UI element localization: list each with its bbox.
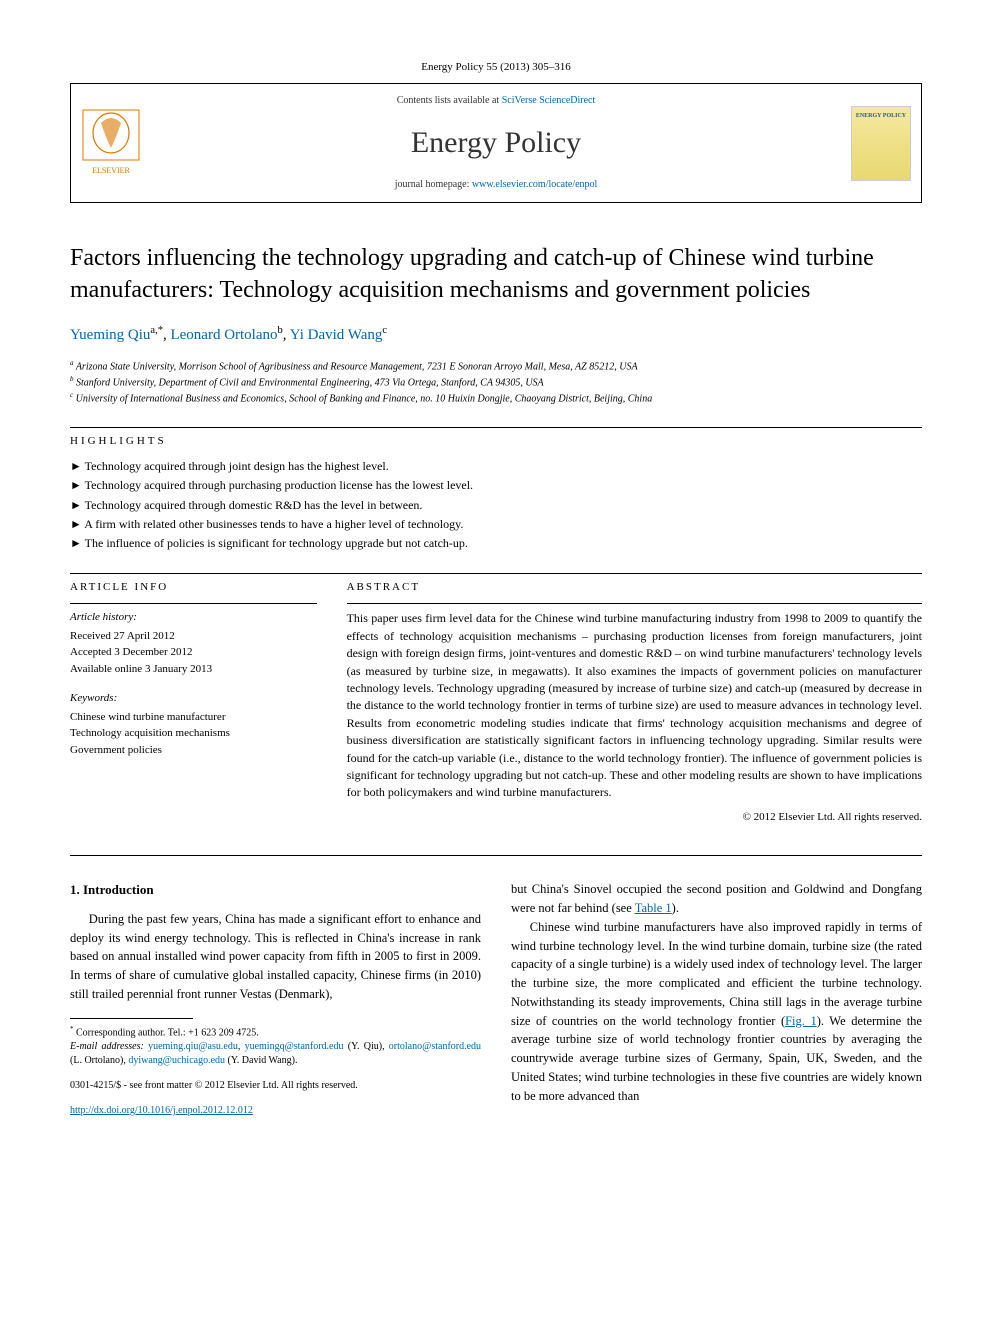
history-line: Accepted 3 December 2012 (70, 644, 317, 661)
highlights-block: Technology acquired through joint design… (70, 457, 922, 553)
email-link[interactable]: yuemingq@stanford.edu (245, 1041, 344, 1052)
footnote-block: * Corresponding author. Tel.: +1 623 209… (70, 1018, 481, 1118)
history-heading: Article history: (70, 610, 317, 625)
table-1-link[interactable]: Table 1 (635, 901, 672, 915)
footnotes: * Corresponding author. Tel.: +1 623 209… (70, 1025, 481, 1068)
journal-header: ELSEVIER Contents lists available at Sci… (70, 83, 922, 203)
affiliation-b: b Stanford University, Department of Civ… (70, 374, 922, 390)
article-title: Factors influencing the technology upgra… (70, 243, 922, 305)
journal-name: Energy Policy (171, 122, 821, 164)
fig-1-link[interactable]: Fig. 1 (785, 1014, 817, 1028)
doi-link[interactable]: http://dx.doi.org/10.1016/j.enpol.2012.1… (70, 1105, 253, 1116)
rule (70, 573, 922, 574)
issn-line: 0301-4215/$ - see front matter © 2012 El… (70, 1078, 481, 1093)
header-center: Contents lists available at SciVerse Sci… (151, 84, 841, 202)
contents-line: Contents lists available at SciVerse Sci… (171, 94, 821, 108)
keyword: Government policies (70, 742, 317, 759)
highlight-item: The influence of policies is significant… (70, 534, 922, 553)
corresponding-note: * Corresponding author. Tel.: +1 623 209… (70, 1025, 481, 1040)
history-line: Available online 3 January 2013 (70, 661, 317, 678)
keywords-heading: Keywords: (70, 691, 317, 706)
elsevier-logo: ELSEVIER (81, 108, 141, 178)
article-info-label: article info (70, 580, 317, 595)
article-history: Article history: Received 27 April 2012 … (70, 610, 317, 677)
abstract-label: abstract (347, 580, 922, 595)
sciencedirect-link[interactable]: SciVerse ScienceDirect (502, 95, 596, 106)
info-abstract-row: article info Article history: Received 2… (70, 580, 922, 825)
email-link[interactable]: dyiwang@uchicago.edu (128, 1055, 225, 1066)
publisher-logo-cell: ELSEVIER (71, 84, 151, 202)
page-container: Energy Policy 55 (2013) 305–316 ELSEVIER… (0, 0, 992, 1158)
homepage-line: journal homepage: www.elsevier.com/locat… (171, 178, 821, 192)
body-columns: 1. Introduction During the past few year… (70, 880, 922, 1118)
intro-para-3: Chinese wind turbine manufacturers have … (511, 918, 922, 1106)
keyword: Technology acquisition mechanisms (70, 725, 317, 742)
rule (70, 603, 317, 604)
homepage-link[interactable]: www.elsevier.com/locate/enpol (472, 179, 597, 190)
affiliations: a Arizona State University, Morrison Sch… (70, 358, 922, 407)
keyword: Chinese wind turbine manufacturer (70, 709, 317, 726)
highlight-item: Technology acquired through joint design… (70, 457, 922, 476)
abstract-text: This paper uses firm level data for the … (347, 610, 922, 801)
author-2[interactable]: Leonard Ortolano (170, 327, 277, 343)
journal-cover-text: ENERGY POLICY (856, 113, 906, 120)
email-link[interactable]: ortolano@stanford.edu (389, 1041, 481, 1052)
intro-para-1: During the past few years, China has mad… (70, 910, 481, 1004)
rule (70, 855, 922, 856)
article-info-col: article info Article history: Received 2… (70, 580, 317, 825)
contents-prefix: Contents lists available at (397, 95, 502, 106)
copyright-line: © 2012 Elsevier Ltd. All rights reserved… (347, 810, 922, 825)
rule (70, 427, 922, 428)
affiliation-c: c University of International Business a… (70, 390, 922, 406)
highlight-item: A firm with related other businesses ten… (70, 515, 922, 534)
highlight-item: Technology acquired through purchasing p… (70, 476, 922, 495)
footnote-rule (70, 1018, 193, 1019)
intro-para-2: but China's Sinovel occupied the second … (511, 880, 922, 918)
affiliation-a: a Arizona State University, Morrison Sch… (70, 358, 922, 374)
doi-line: http://dx.doi.org/10.1016/j.enpol.2012.1… (70, 1103, 481, 1118)
abstract-col: abstract This paper uses firm level data… (347, 580, 922, 825)
author-1[interactable]: Yueming Qiu (70, 327, 150, 343)
keywords-block: Keywords: Chinese wind turbine manufactu… (70, 691, 317, 758)
history-line: Received 27 April 2012 (70, 628, 317, 645)
author-3[interactable]: Yi David Wang (290, 327, 383, 343)
intro-heading: 1. Introduction (70, 880, 481, 900)
journal-cover-thumbnail: ENERGY POLICY (851, 106, 911, 181)
svg-text:ELSEVIER: ELSEVIER (92, 166, 130, 175)
highlights-label: HIGHLIGHTS (70, 434, 922, 449)
rule (347, 603, 922, 604)
citation-bar: Energy Policy 55 (2013) 305–316 (70, 60, 922, 75)
highlight-item: Technology acquired through domestic R&D… (70, 496, 922, 515)
journal-cover-cell: ENERGY POLICY (841, 84, 921, 202)
homepage-prefix: journal homepage: (395, 179, 472, 190)
authors-line: Yueming Qiua,*, Leonard Ortolanob, Yi Da… (70, 324, 922, 346)
email-link[interactable]: yueming.qiu@asu.edu (148, 1041, 238, 1052)
email-addresses: E-mail addresses: yueming.qiu@asu.edu, y… (70, 1040, 481, 1068)
